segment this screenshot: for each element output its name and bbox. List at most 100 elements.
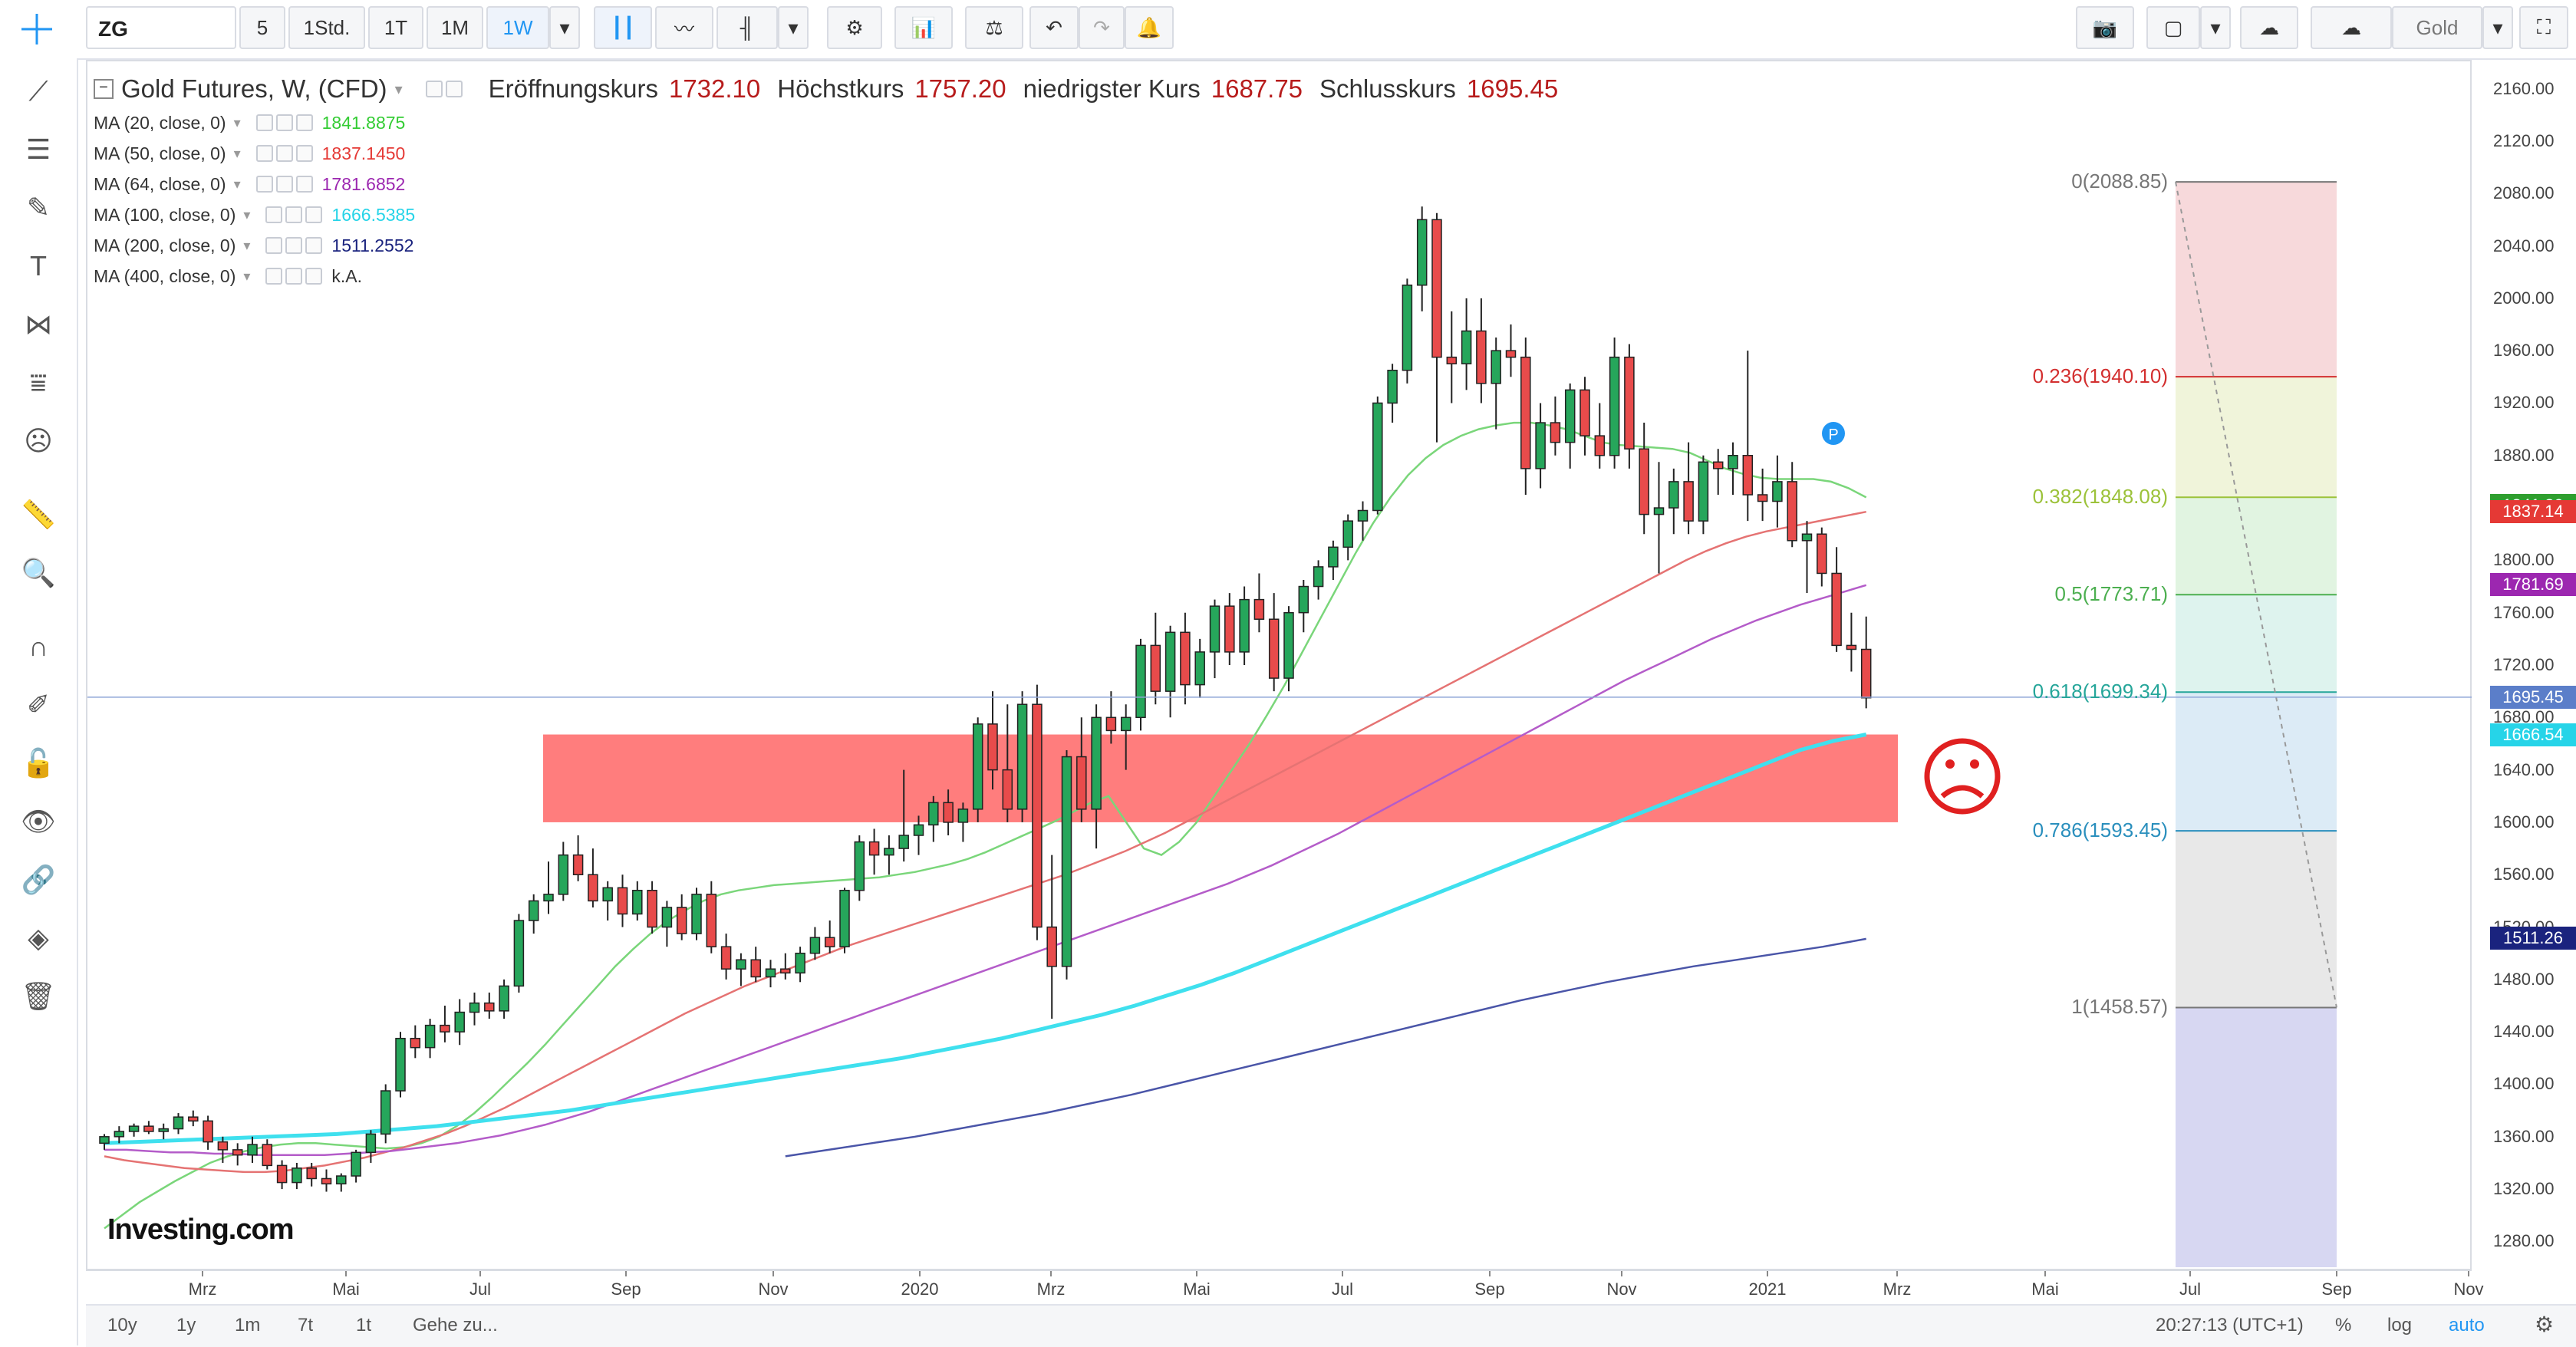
chevron-down-icon[interactable]: ▾ — [2482, 6, 2513, 49]
measure-icon[interactable]: 📏 — [21, 499, 56, 530]
crosshair-icon[interactable] — [18, 11, 55, 48]
low-label: niedrigster Kurs — [1023, 74, 1201, 103]
indicator-label: MA (50, close, 0) — [94, 143, 226, 163]
alert-bell-icon[interactable]: 🔔 — [1125, 6, 1174, 49]
series-settings-icons[interactable] — [425, 81, 463, 97]
chevron-down-icon[interactable]: ▾ — [233, 114, 241, 130]
horizontal-lines-icon[interactable]: ☰ — [25, 133, 51, 165]
indicator-row[interactable]: MA (100, close, 0) ▾ 1666.5385 — [94, 199, 1558, 230]
candle-body — [1180, 631, 1191, 686]
symbol-input[interactable]: ZG — [86, 6, 236, 49]
magnet-icon[interactable]: ∩ — [28, 631, 48, 662]
bars-icon[interactable]: ╢ — [716, 6, 778, 49]
trash-icon[interactable]: 🗑 — [21, 980, 56, 1012]
indicator-row[interactable]: MA (64, close, 0) ▾ 1781.6852 — [94, 169, 1558, 199]
brush-icon[interactable]: ✎ — [26, 192, 51, 223]
chevron-down-icon[interactable]: ▾ — [233, 176, 241, 192]
range-1t-button[interactable]: 1t — [356, 1315, 372, 1335]
settings-gear-icon[interactable]: ⚙ — [2535, 1312, 2555, 1336]
collapse-icon[interactable]: − — [94, 79, 114, 99]
cloud-download-icon[interactable]: ☁ — [2240, 6, 2298, 49]
price-tick-label: 1800.00 — [2493, 550, 2555, 570]
zoom-icon[interactable]: 🔍 — [21, 557, 56, 588]
chevron-down-icon[interactable]: ▾ — [243, 206, 251, 222]
settings-gear-icon[interactable]: ⚙ — [827, 6, 882, 49]
indicator-label: MA (64, close, 0) — [94, 173, 226, 194]
layers-icon[interactable]: ◈ — [28, 922, 49, 953]
price-tick-label: 1320.00 — [2493, 1179, 2555, 1199]
camera-icon[interactable]: 📷 — [2076, 6, 2134, 49]
trend-line-icon[interactable]: ⟋ — [28, 74, 48, 107]
unlock-icon[interactable]: 🔓 — [21, 747, 56, 779]
indicator-label: MA (200, close, 0) — [94, 235, 236, 255]
price-tick-label: 2160.00 — [2493, 78, 2555, 98]
link-icon[interactable]: 🔗 — [21, 864, 56, 895]
chevron-down-icon[interactable]: ▾ — [2200, 6, 2231, 49]
chevron-down-icon[interactable]: ▾ — [233, 145, 241, 161]
price-tick-label: 2000.00 — [2493, 288, 2555, 308]
interval-5-button[interactable]: 5 — [239, 6, 285, 49]
emoji-icon[interactable]: ☹ — [24, 425, 53, 456]
eye-icon[interactable]: 👁 — [21, 805, 56, 837]
layout-square-icon[interactable]: ▢ — [2146, 6, 2200, 49]
indicator-settings-icons[interactable] — [265, 268, 323, 285]
candle-body — [676, 907, 687, 934]
fib-level-label: 0.5(1773.71) — [2054, 582, 2168, 606]
range-1y-button[interactable]: 1y — [176, 1315, 196, 1335]
fib-tool-icon[interactable]: ⩸ — [30, 366, 47, 398]
candle-body — [306, 1168, 317, 1180]
interval-1w-button[interactable]: 1W — [486, 6, 549, 49]
indicators-icon[interactable]: 📊 — [894, 6, 953, 49]
text-icon[interactable]: T — [30, 250, 47, 282]
indicator-settings-icons[interactable] — [255, 176, 313, 193]
compare-scale-icon[interactable]: ⚖ — [965, 6, 1023, 49]
candle-body — [395, 1037, 406, 1092]
undo-icon[interactable]: ↶ — [1029, 6, 1079, 49]
indicator-settings-icons[interactable] — [265, 237, 323, 254]
auto-scale-toggle[interactable]: auto — [2449, 1315, 2485, 1335]
cloud-upload-icon[interactable]: ☁ — [2311, 6, 2392, 49]
indicator-settings-icons[interactable] — [255, 145, 313, 162]
chevron-down-icon[interactable]: ▾ — [394, 81, 403, 98]
indicator-settings-icons[interactable] — [255, 114, 313, 131]
range-10y-button[interactable]: 10y — [107, 1315, 137, 1335]
fullscreen-icon[interactable]: ⛶ — [2519, 6, 2568, 49]
indicator-row[interactable]: MA (20, close, 0) ▾ 1841.8875 — [94, 107, 1558, 138]
goto-date-button[interactable]: Gehe zu... — [413, 1315, 498, 1335]
interval-1m-button[interactable]: 1M — [427, 6, 483, 49]
candle-body — [1016, 703, 1028, 810]
time-tick-label: Nov — [1606, 1279, 1637, 1299]
chevron-down-icon[interactable]: ▾ — [778, 6, 809, 49]
candle-body — [1446, 356, 1458, 364]
indicator-row[interactable]: MA (200, close, 0) ▾ 1511.2552 — [94, 230, 1558, 261]
sad-face-eye — [1945, 759, 1955, 769]
indicator-row[interactable]: MA (50, close, 0) ▾ 1837.1450 — [94, 138, 1558, 169]
pattern-icon[interactable]: ⋈ — [25, 308, 52, 340]
candles-icon[interactable]: ┃┃ — [594, 6, 652, 49]
line-chart-icon[interactable]: 〰 — [655, 6, 713, 49]
candle-body — [454, 1011, 465, 1032]
log-scale-toggle[interactable]: log — [2387, 1315, 2413, 1335]
percent-scale-toggle[interactable]: % — [2335, 1315, 2352, 1335]
account-gold-button[interactable]: Gold — [2392, 6, 2482, 49]
support-zone-rect — [543, 734, 1898, 822]
candle-body — [217, 1141, 229, 1151]
range-7t-button[interactable]: 7t — [298, 1315, 314, 1335]
candle-body — [203, 1120, 213, 1143]
range-1m-button[interactable]: 1m — [235, 1315, 261, 1335]
lock-drawing-icon[interactable]: ✐ — [26, 689, 51, 720]
indicator-row[interactable]: MA (400, close, 0) ▾ k.A. — [94, 261, 1558, 291]
interval-1d-button[interactable]: 1T — [368, 6, 423, 49]
indicator-settings-icons[interactable] — [265, 206, 323, 223]
chevron-down-icon[interactable]: ▾ — [243, 237, 251, 253]
interval-1h-button[interactable]: 1Std. — [288, 6, 365, 49]
chevron-down-icon[interactable]: ▾ — [549, 6, 580, 49]
open-value: 1732.10 — [668, 74, 761, 103]
candle-body — [158, 1128, 169, 1132]
redo-icon[interactable]: ↷ — [1079, 6, 1125, 49]
close-label: Schlusskurs — [1319, 74, 1456, 103]
chevron-down-icon[interactable]: ▾ — [243, 268, 251, 284]
fib-band — [2176, 692, 2337, 832]
candle-body — [1313, 566, 1324, 588]
